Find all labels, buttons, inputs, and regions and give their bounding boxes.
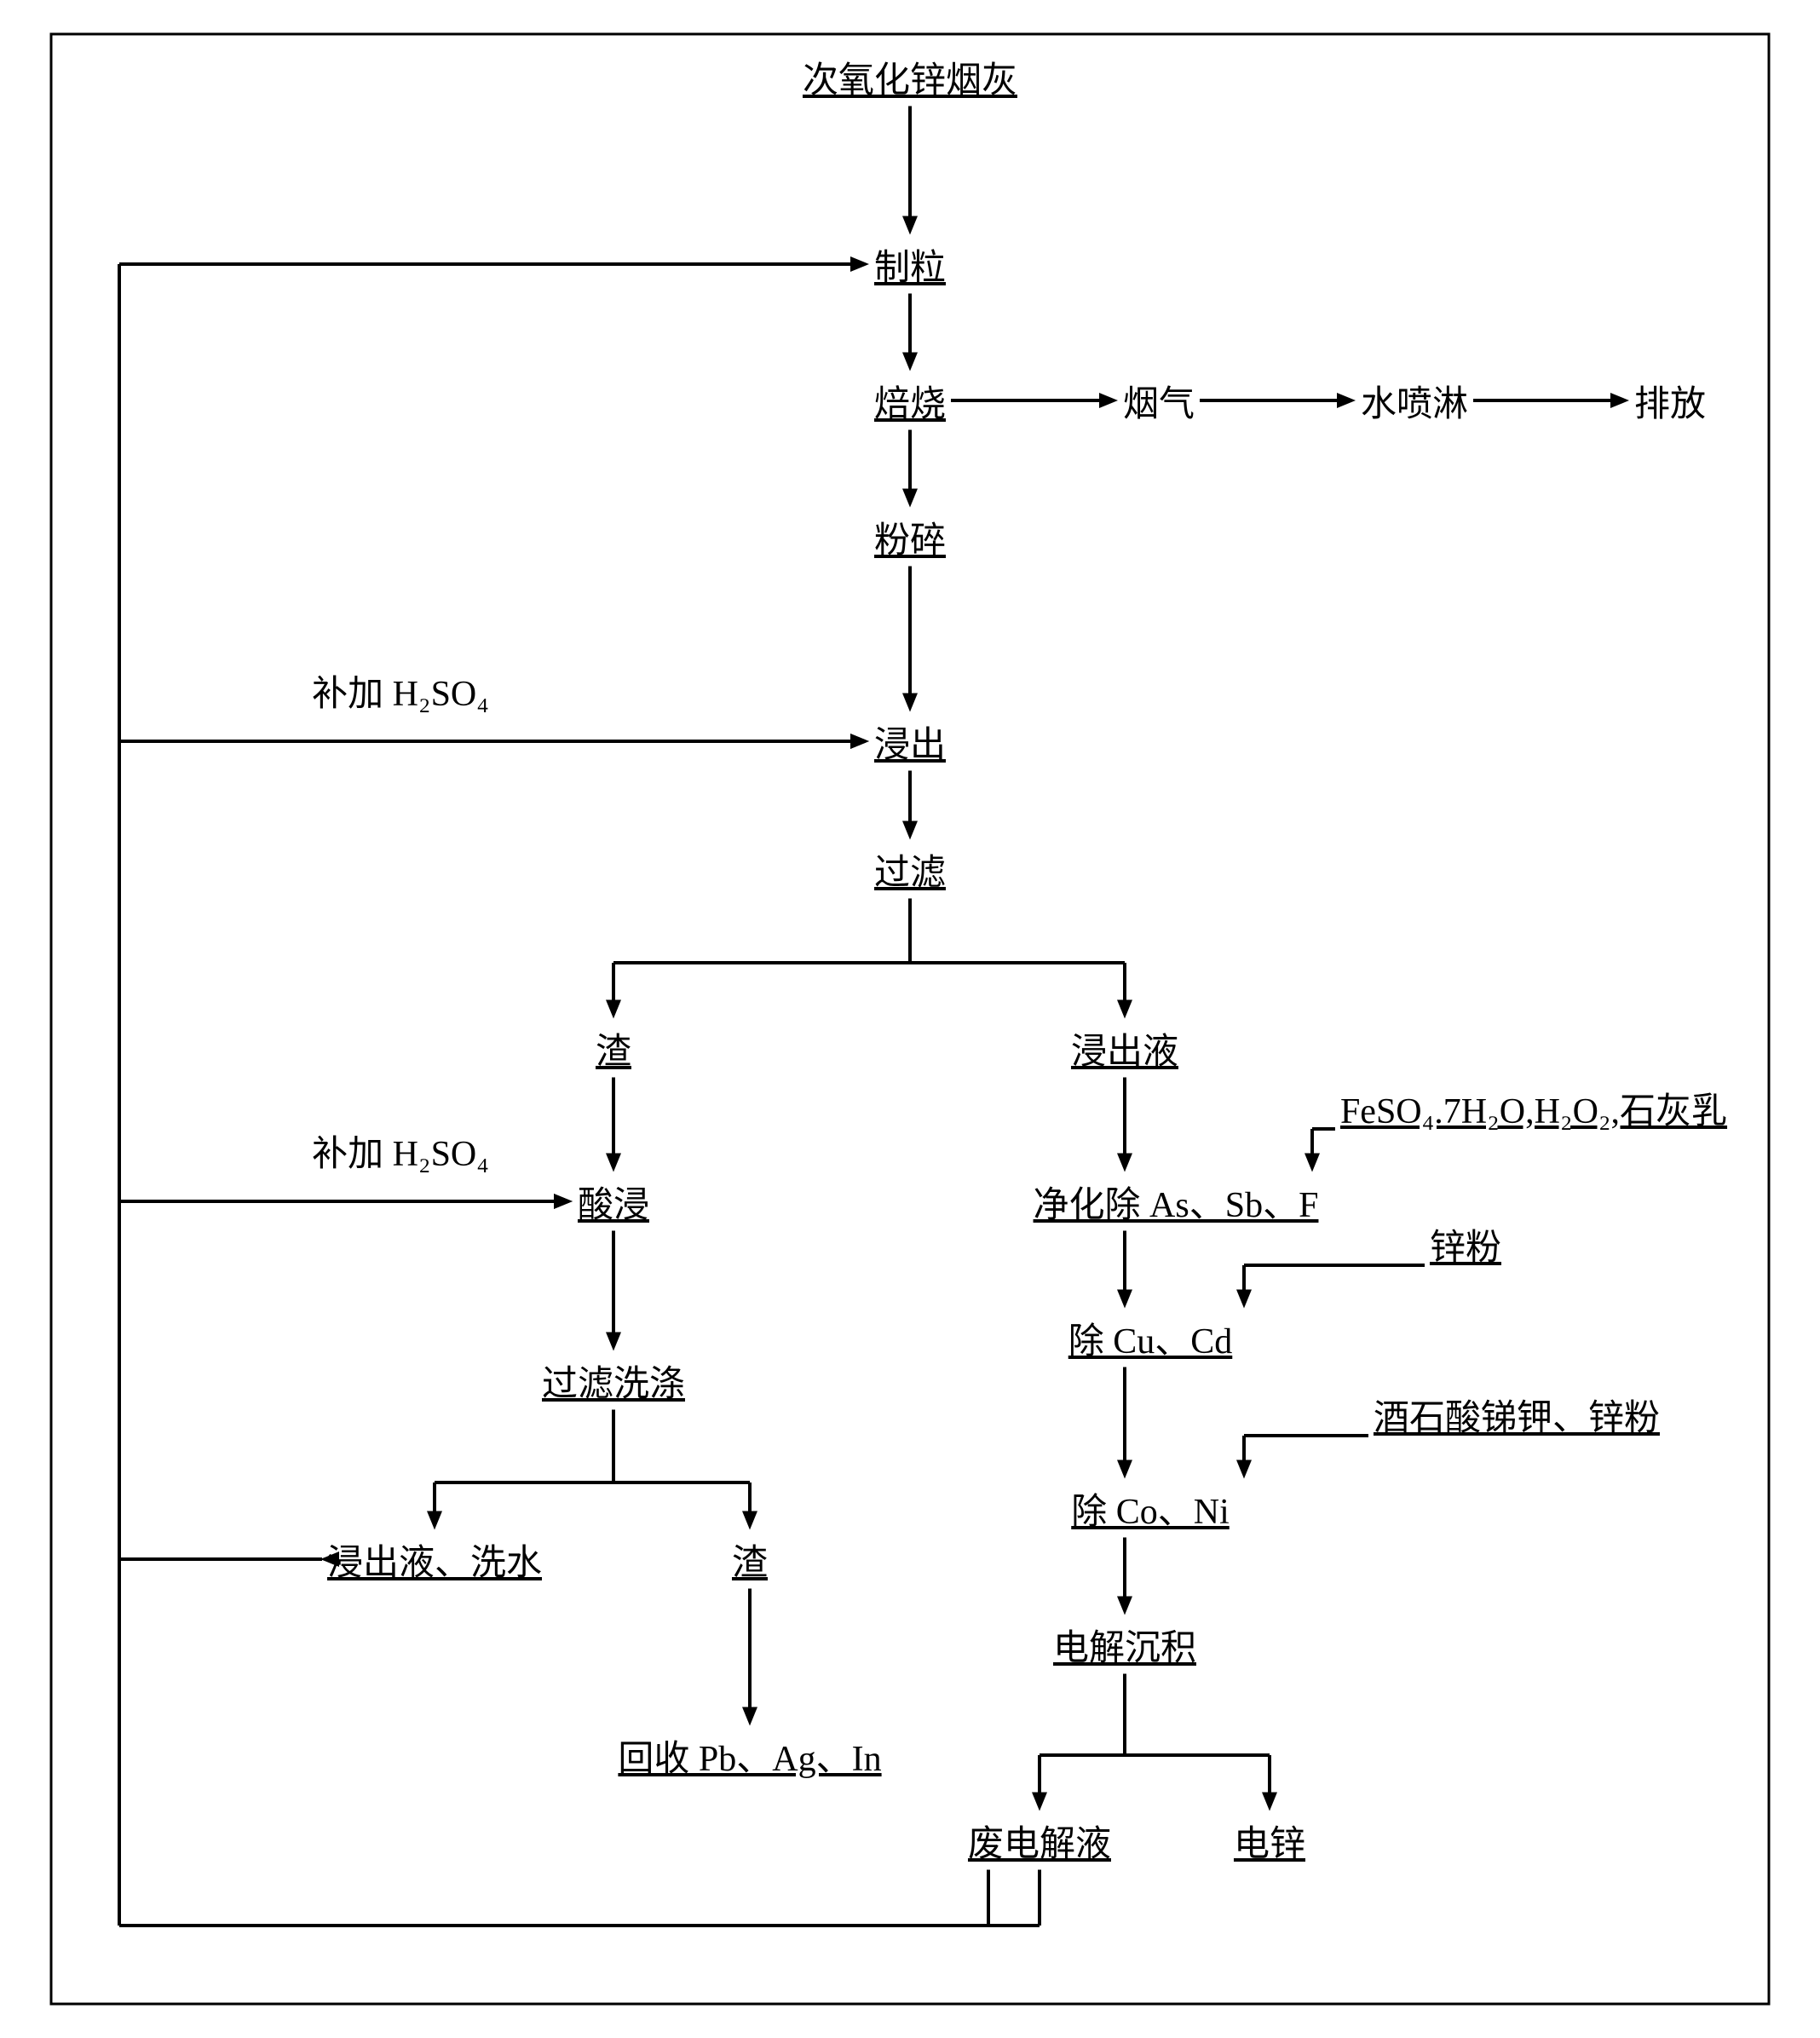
node-n_leachate: 浸出液: [1071, 1022, 1178, 1074]
node-n_feso4: FeSO₄.7H₂O,H₂O₂,石灰乳: [1340, 1082, 1727, 1134]
node-n_emit: 排放: [1634, 375, 1706, 427]
node-n_addH1: 补加 H₂SO₄: [312, 665, 489, 717]
node-n_leach: 浸出: [874, 716, 946, 768]
edge-layer: [0, 0, 1820, 2038]
node-n_filtwash: 过滤洗涤: [542, 1355, 685, 1407]
node-n_acid: 酸浸: [578, 1176, 649, 1228]
node-n_remCoNi: 除 Co、Ni: [1071, 1482, 1230, 1534]
node-n_start: 次氧化锌烟灰: [803, 51, 1017, 103]
node-n_znpowder: 锌粉: [1430, 1218, 1501, 1270]
node-n_roast: 焙烧: [874, 375, 946, 427]
node-n_res2: 渣: [732, 1534, 768, 1586]
node-n_addH2: 补加 H₂SO₄: [312, 1125, 489, 1177]
node-n_granule: 制粒: [874, 239, 946, 291]
node-n_remCuCd: 除 Cu、Cd: [1068, 1312, 1233, 1364]
node-n_fume: 烟气: [1123, 375, 1195, 427]
node-n_filter: 过滤: [874, 843, 946, 895]
node-n_tartrate: 酒石酸锑钾、锌粉: [1374, 1389, 1660, 1441]
node-n_crush: 粉碎: [874, 511, 946, 563]
node-n_electro: 电解沉积: [1053, 1619, 1196, 1671]
node-n_res1: 渣: [596, 1022, 631, 1074]
node-n_ezn: 电锌: [1234, 1815, 1305, 1867]
node-n_recover: 回收 Pb、Ag、In: [618, 1730, 881, 1782]
node-n_spray: 水喷淋: [1361, 375, 1468, 427]
node-n_waste: 废电解液: [968, 1815, 1111, 1867]
node-n_leachW: 浸出液、洗水: [327, 1534, 542, 1586]
node-n_purAsSb: 净化除 As、Sb、F: [1034, 1176, 1319, 1228]
